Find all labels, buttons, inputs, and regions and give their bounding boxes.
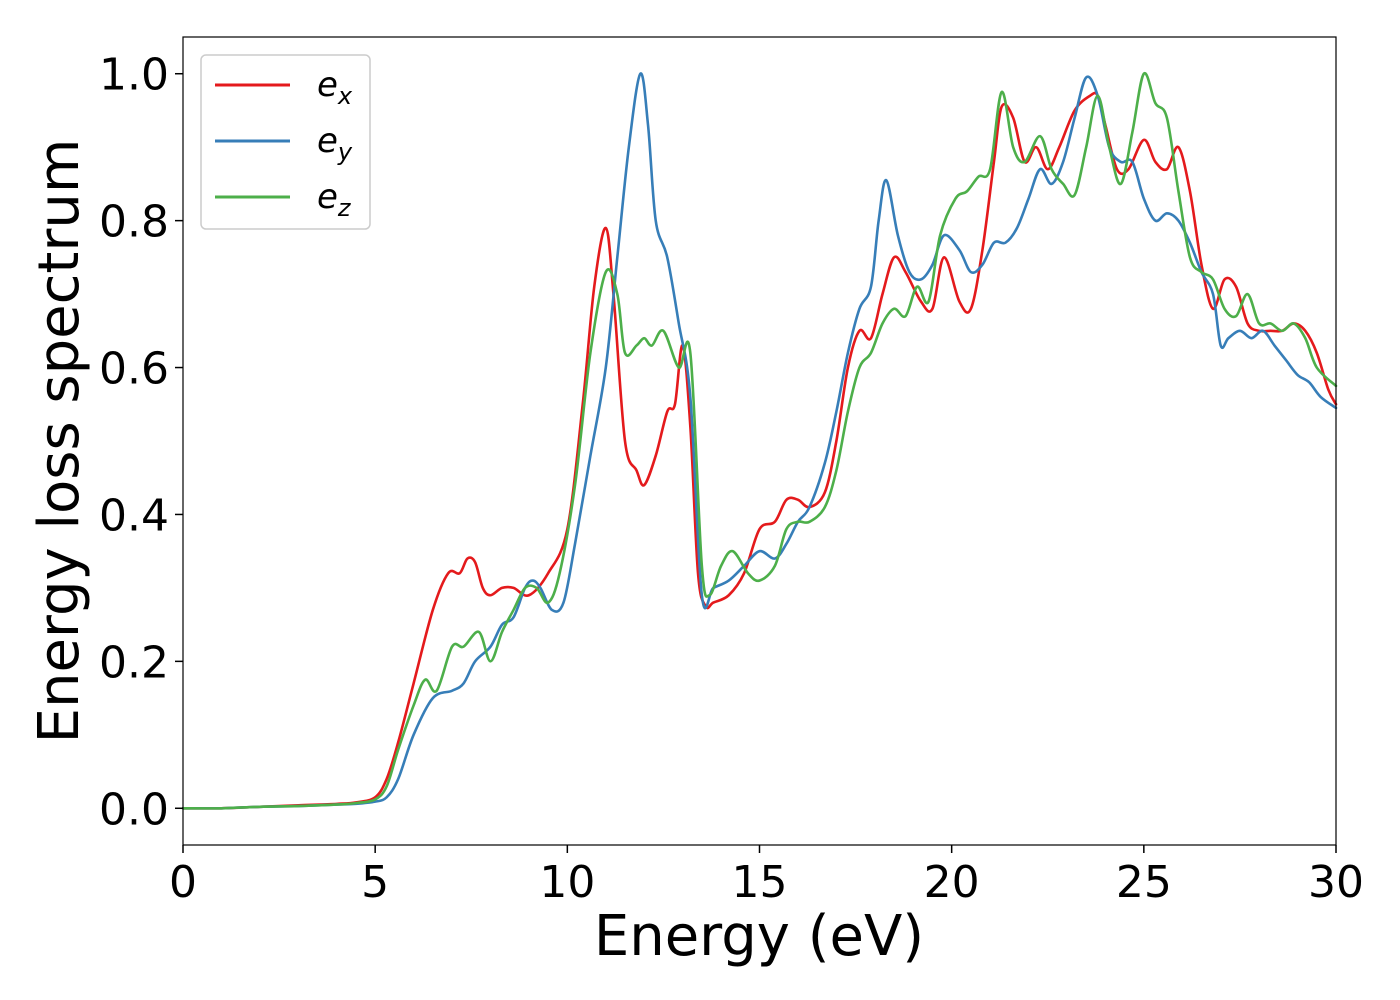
legend-label-z: ez [317,177,352,222]
x-tick-label: 5 [361,857,389,908]
x-tick-label: 10 [539,857,595,908]
y-tick-label: 0.8 [99,197,169,248]
x-tick-label: 30 [1308,857,1364,908]
series-line-z [181,71,1338,810]
legend-label-y: ey [317,121,353,166]
x-axis-label: Energy (eV) [594,904,924,969]
y-tick-label: 0.2 [99,637,169,688]
y-tick-label: 1.0 [99,50,169,101]
series-line-y [181,72,1338,810]
x-axis-ticks: 0 5 10 15 20 25 30 [169,845,1364,908]
x-tick-label: 15 [732,857,788,908]
legend-items: ex ey ez [215,65,353,222]
y-tick-label: 0.4 [99,490,169,541]
legend: ex ey ez [200,54,371,230]
y-axis-label: Energy loss spectrum [27,139,92,744]
x-tick-label: 25 [1116,857,1172,908]
y-tick-label: 0.6 [99,344,169,395]
y-tick-label: 0.0 [99,784,169,835]
x-tick-label: 20 [924,857,980,908]
plot-lines [181,71,1338,810]
x-tick-label: 0 [169,857,197,908]
y-axis-ticks: 0.0 0.2 0.4 0.6 0.8 1.0 [99,50,183,835]
legend-label-x: ex [317,65,353,110]
